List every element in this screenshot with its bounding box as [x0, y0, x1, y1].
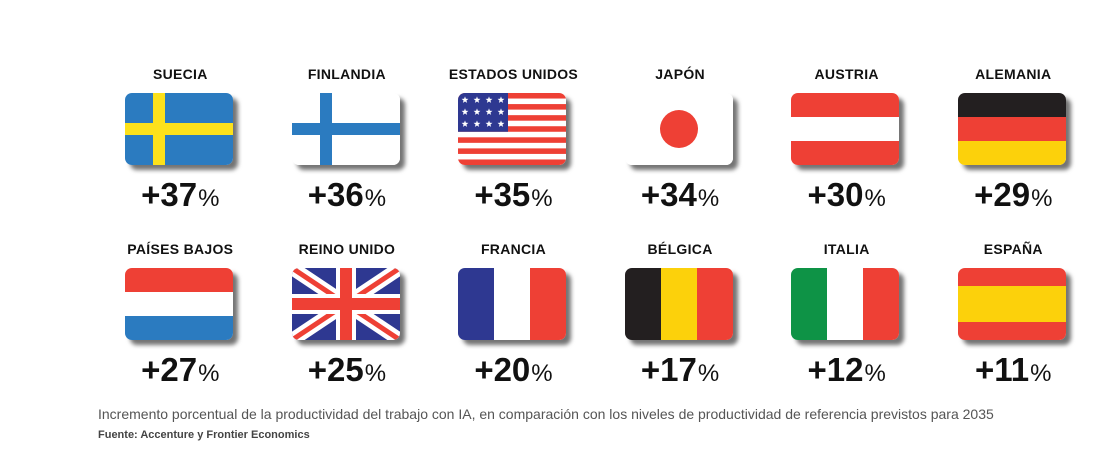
country-label: FRANCIA: [480, 241, 547, 257]
belgium-flag-icon: [624, 268, 733, 340]
value-label: +11%: [975, 351, 1052, 388]
country-item: FRANCIA +20%: [430, 231, 597, 406]
country-label: JAPÓN: [655, 66, 705, 82]
country-label: BÉLGICA: [647, 241, 713, 257]
country-label: ESTADOS UNIDOS: [448, 66, 579, 82]
italy-flag-icon: [791, 268, 900, 340]
value-label: +29%: [974, 176, 1053, 213]
country-label: ESPAÑA: [983, 241, 1043, 257]
country-item: ESTADOS UNIDOS +35%: [430, 56, 597, 231]
japan-flag-icon: [624, 93, 733, 165]
austria-flag-icon: [791, 93, 900, 165]
country-grid: SUECIA +37% FINLANDIA +36% ESTADOS UNIDOS +35…: [97, 56, 1097, 406]
value-label: +20%: [474, 351, 553, 388]
sweden-flag-icon: [125, 93, 233, 165]
country-label: PAÍSES BAJOS: [127, 241, 234, 257]
value-label: +37%: [141, 176, 220, 213]
country-item: PAÍSES BAJOS +27%: [97, 231, 264, 406]
country-label: FINLANDIA: [307, 66, 386, 82]
country-label: AUSTRIA: [814, 66, 879, 82]
country-item: FINLANDIA +36%: [264, 56, 431, 231]
country-label: SUECIA: [152, 66, 208, 82]
country-item: AUSTRIA +30%: [763, 56, 930, 231]
value-label: +25%: [307, 351, 387, 388]
country-item: ESPAÑA +11%: [930, 231, 1097, 406]
country-item: ALEMANIA +29%: [930, 56, 1097, 231]
uk-flag-icon: [291, 268, 400, 340]
country-label: ITALIA: [823, 241, 870, 257]
value-label: +36%: [307, 176, 387, 213]
value-label: +35%: [474, 176, 553, 213]
chart-source: Fuente: Accenture y Frontier Economics: [98, 429, 310, 441]
value-label: +30%: [807, 176, 886, 213]
country-label: ALEMANIA: [975, 66, 1052, 82]
country-label: REINO UNIDO: [298, 241, 396, 257]
country-item: BÉLGICA +17%: [597, 231, 764, 406]
value-label: +12%: [807, 351, 886, 388]
country-item: ITALIA +12%: [763, 231, 930, 406]
germany-flag-icon: [957, 93, 1066, 165]
usa-flag-icon: [458, 93, 567, 165]
france-flag-icon: [458, 268, 567, 340]
country-item: REINO UNIDO +25%: [264, 231, 431, 406]
value-label: +17%: [640, 351, 720, 388]
country-item: JAPÓN +34%: [597, 56, 764, 231]
value-label: +34%: [640, 176, 720, 213]
netherlands-flag-icon: [125, 268, 233, 340]
chart-footnote: Incremento porcentual de la productivida…: [98, 406, 994, 422]
country-item: SUECIA +37%: [97, 56, 264, 231]
value-label: +27%: [141, 351, 220, 388]
finland-flag-icon: [291, 93, 400, 165]
spain-flag-icon: [957, 268, 1066, 340]
